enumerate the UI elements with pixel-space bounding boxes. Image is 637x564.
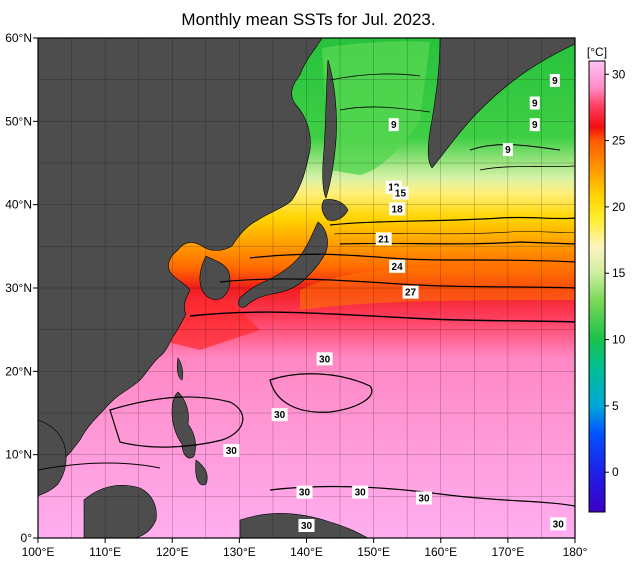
lon-tick-label: 100°E <box>22 545 55 559</box>
colorbar-tick-label: 30 <box>612 67 626 81</box>
lon-tick-label: 140°E <box>290 545 323 559</box>
isotherm-label-box <box>316 352 333 366</box>
isotherm-label-box <box>502 143 513 157</box>
lat-tick-label: 50°N <box>5 114 32 128</box>
lon-tick-label: 150°E <box>357 545 390 559</box>
lon-tick-label: 120°E <box>156 545 189 559</box>
isotherm-label: 30 <box>553 519 565 530</box>
isotherm-label: 21 <box>378 234 390 245</box>
lat-tick-label: 30°N <box>5 281 32 295</box>
isotherm-label: 30 <box>299 488 311 499</box>
isotherm-label: 30 <box>319 354 331 365</box>
isotherm-label: 30 <box>274 410 286 421</box>
colorbar-tick-label: 15 <box>612 266 626 280</box>
isotherm-label: 24 <box>392 262 404 273</box>
isotherm-label: 9 <box>532 120 538 131</box>
lat-lon-grid <box>38 38 575 538</box>
isotherm-label-box <box>389 259 406 273</box>
colorbar-tick-label: 0 <box>612 465 619 479</box>
colorbar-tick-label: 10 <box>612 333 626 347</box>
isotherm-label-box <box>392 186 409 200</box>
lon-tick-label: 180° <box>563 545 588 559</box>
map-title: Monthly mean SSTs for Jul. 2023. <box>181 10 436 29</box>
lon-tick-label: 160°E <box>424 545 457 559</box>
isotherm-label-box <box>389 202 406 216</box>
isotherm-label: 30 <box>301 521 313 532</box>
isotherm-label-box <box>415 491 432 505</box>
isotherm-label-box <box>223 444 240 457</box>
isotherm-label-box <box>271 408 288 422</box>
isotherm-label: 9 <box>391 120 397 131</box>
isotherm-label: 30 <box>418 494 430 505</box>
colorbar-tick-label: 5 <box>612 399 619 413</box>
isotherm-label-box <box>402 285 419 299</box>
colorbar-scale <box>588 60 606 513</box>
isotherm-label-box <box>298 519 315 532</box>
isotherm-label-box <box>352 485 369 499</box>
lat-tick-label: 60°N <box>5 31 32 45</box>
lat-tick-label: 20°N <box>5 364 32 378</box>
colorbar-tick-label: 25 <box>612 134 626 148</box>
isotherm-label-box <box>549 74 560 87</box>
isotherm-label: 27 <box>405 288 417 299</box>
isotherm-label-box <box>388 118 399 132</box>
isotherm-label-box <box>550 517 567 531</box>
lon-tick-label: 170°E <box>491 545 524 559</box>
isotherms <box>38 73 575 507</box>
isotherm-label-box <box>375 232 392 246</box>
colorbar-unit: [°C] <box>587 45 607 59</box>
lon-tick-label: 130°E <box>223 545 256 559</box>
isotherm-labels: 999991215182124273030303030303030 <box>223 74 567 532</box>
isotherm-label: 30 <box>355 488 367 499</box>
colorbar-tick-label: 20 <box>612 200 626 214</box>
colorbar: [°C] 30 25 20 15 10 5 0 <box>587 45 626 513</box>
isotherm-label-box <box>296 485 313 499</box>
latitude-axis: 60°N 50°N 40°N 30°N 20°N 10°N 0° <box>5 31 38 545</box>
longitude-axis: 100°E 110°E 120°E 130°E 140°E 150°E 160°E 170°E… <box>22 538 588 559</box>
isotherm-label: 9 <box>532 99 538 110</box>
colorbar-ticks: 30 25 20 15 10 5 0 <box>605 67 626 479</box>
land <box>38 38 575 538</box>
lat-tick-label: 0° <box>21 531 33 545</box>
isotherm-label: 9 <box>552 76 558 87</box>
isotherm-label: 15 <box>395 189 407 200</box>
isotherm-label-box <box>529 118 540 132</box>
isotherm-label: 18 <box>392 204 404 215</box>
lat-tick-label: 40°N <box>5 198 32 212</box>
lat-tick-label: 10°N <box>5 448 32 462</box>
isotherm-label: 30 <box>226 446 238 457</box>
isotherm-label: 9 <box>505 145 511 156</box>
isotherm-label-box <box>529 96 540 110</box>
lon-tick-label: 110°E <box>89 545 121 559</box>
